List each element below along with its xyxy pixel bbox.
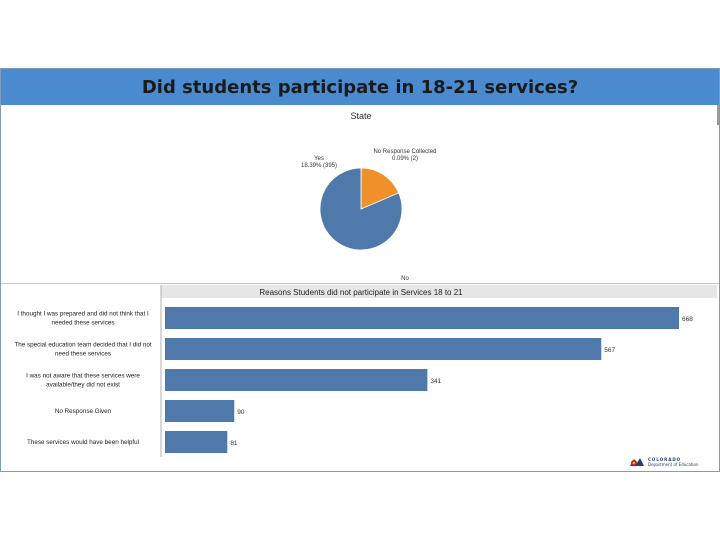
slide-title: Did students participate in 18-21 servic… [141, 76, 579, 98]
bar-category-label: I was not aware that these services were… [26, 373, 140, 389]
pie-slice-yes [360, 167, 400, 210]
logo-line-2: Department of Education [648, 462, 699, 467]
bar-category-label: I thought I was prepared and did not thi… [17, 311, 149, 327]
pie-slice-label: No Response Collected [373, 149, 436, 155]
bar-value-label: 567 [604, 347, 615, 354]
pie-chart-panel: State No Response Collected 0.09% (2) Yes 1… [1, 105, 719, 289]
bar-chart-title: Reasons Students did not participate in … [259, 288, 463, 297]
title-bar: Did students participate in 18-21 servic… [1, 69, 719, 105]
bar [165, 307, 679, 329]
pie-slice-value: 18.39% (395) [301, 163, 337, 169]
bar [165, 400, 235, 422]
pie-slice-no [319, 167, 403, 251]
pie-slice-label: No [401, 276, 409, 282]
pie-slice-value: 0.09% (2) [392, 156, 418, 162]
bar-category-label: The special education team decided that … [14, 342, 151, 358]
logo-line-1: COLORADO [648, 457, 682, 462]
panel-scroll-edge [717, 105, 719, 125]
bar-value-label: 668 [682, 316, 693, 323]
bar-category-label: No Response Given [55, 408, 112, 415]
bar [165, 431, 228, 453]
colorado-logo-icon [629, 456, 645, 468]
bar [165, 338, 602, 360]
slide: Did students participate in 18-21 servic… [0, 68, 720, 472]
pie-chart-title: State [350, 111, 371, 121]
logo-text: COLORADO Department of Education [648, 457, 699, 467]
bar-chart-panel: Reasons Students did not participate in … [1, 285, 719, 457]
bar-chart-title-band [161, 285, 717, 298]
logo: COLORADO Department of Education [629, 455, 713, 469]
bar-category-label: These services would have been helpful [27, 439, 139, 446]
bar [165, 369, 428, 391]
pie-slice-label: Yes [314, 156, 324, 162]
bar-value-label: 90 [237, 409, 245, 416]
bar-value-label: 81 [230, 440, 238, 447]
bar-value-label: 341 [430, 378, 441, 385]
bar-chart: Reasons Students did not participate in … [14, 285, 717, 457]
